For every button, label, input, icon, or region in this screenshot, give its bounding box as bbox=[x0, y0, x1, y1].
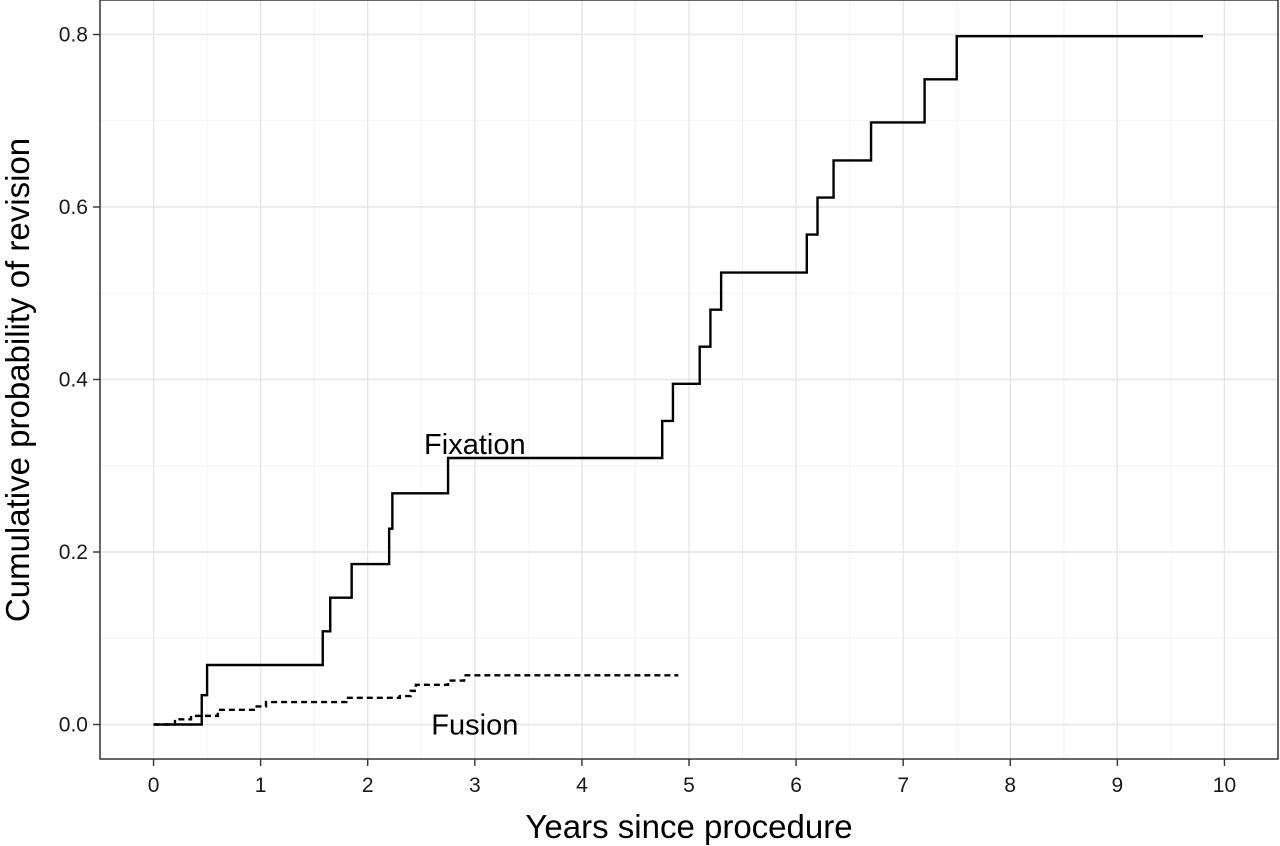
axis-tick-labels: 0 1 2 3 4 5 6 7 8 9 10 0.0 0.2 0.4 0.6 0.8 bbox=[59, 24, 1236, 798]
x-tick-label: 2 bbox=[362, 774, 374, 797]
y-tick-label: 0.6 bbox=[59, 196, 88, 219]
annotation-layer: Fixation Fusion bbox=[424, 429, 526, 741]
annotation-fusion: Fusion bbox=[431, 710, 518, 742]
x-tick-label: 10 bbox=[1213, 774, 1236, 797]
x-tick-label: 9 bbox=[1112, 774, 1124, 797]
series-line-fixation bbox=[153, 35, 1204, 726]
x-tick-label: 1 bbox=[255, 774, 267, 797]
series-layer bbox=[153, 35, 1204, 726]
x-tick-label: 8 bbox=[1004, 774, 1016, 797]
axis-ticks bbox=[93, 33, 1226, 766]
grid-major bbox=[100, 0, 1278, 759]
y-tick-label: 0.4 bbox=[59, 369, 89, 392]
x-tick-label: 4 bbox=[576, 774, 588, 797]
x-tick-label: 0 bbox=[148, 774, 160, 797]
y-tick-label: 0.2 bbox=[59, 541, 88, 564]
y-axis-title: Cumulative probability of revision bbox=[0, 138, 36, 622]
y-tick-label: 0.8 bbox=[59, 24, 88, 47]
x-tick-label: 6 bbox=[790, 774, 802, 797]
x-tick-label: 5 bbox=[683, 774, 695, 797]
y-tick-label: 0.0 bbox=[59, 714, 88, 737]
annotation-fixation: Fixation bbox=[424, 429, 526, 461]
x-tick-label: 3 bbox=[469, 774, 481, 797]
x-axis-title: Years since procedure bbox=[525, 808, 852, 845]
x-tick-label: 7 bbox=[897, 774, 909, 797]
series-line-fusion bbox=[153, 674, 679, 726]
